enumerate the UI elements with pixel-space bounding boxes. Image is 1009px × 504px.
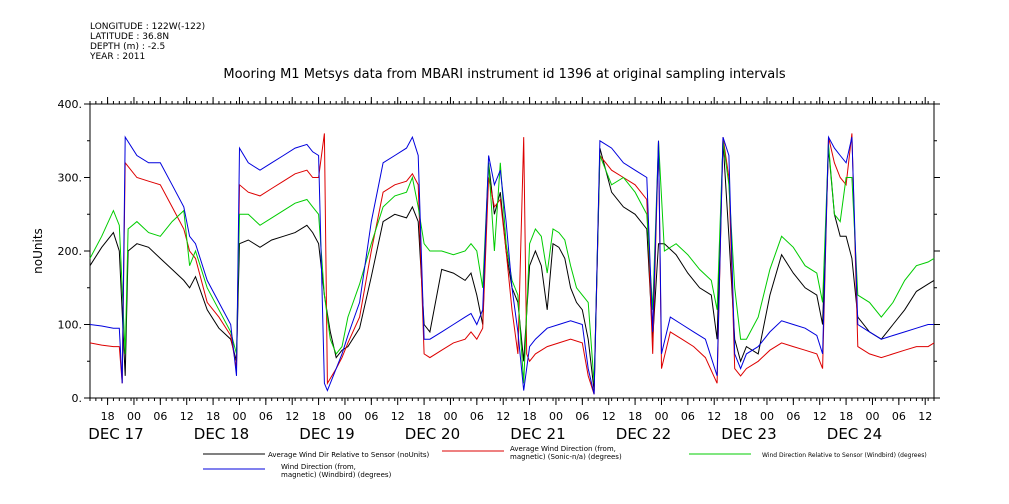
y-tick-label: 0. [72, 392, 83, 405]
y-tick-label: 400. [58, 98, 83, 111]
y-tick-label: 300. [58, 172, 83, 185]
x-tick-label: 06 [470, 410, 484, 423]
x-day-label: DEC 21 [510, 425, 565, 443]
legend-label: Wind Direction Relative to Sensor (Windb… [762, 452, 927, 459]
x-tick-label: 12 [391, 410, 405, 423]
y-tick-label: 100. [58, 319, 83, 332]
x-day-label: DEC 23 [721, 425, 776, 443]
meta-latitude: LATITUDE : 36.8N [90, 32, 170, 42]
meta-year: YEAR : 2011 [90, 52, 146, 62]
x-day-label: DEC 18 [194, 425, 249, 443]
series-line-4 [89, 135, 934, 395]
x-tick-label: 06 [364, 410, 378, 423]
x-tick-label: 06 [259, 410, 273, 423]
series-line-2 [89, 133, 935, 395]
x-tick-label: 18 [417, 410, 431, 423]
x-tick-label: 18 [206, 410, 220, 423]
x-tick-label: 18 [628, 410, 642, 423]
x-tick-label: 12 [496, 410, 510, 423]
x-tick-label: 00 [760, 410, 774, 423]
x-tick-label: 06 [681, 410, 695, 423]
x-tick-label: 06 [575, 410, 589, 423]
x-tick-label: 18 [101, 410, 115, 423]
x-day-label: DEC 24 [827, 425, 882, 443]
metadata-block: LONGITUDE : 122W(-122) LATITUDE : 36.8N … [90, 22, 205, 62]
x-tick-label: 12 [707, 410, 721, 423]
x-tick-label: 00 [338, 410, 352, 423]
x-tick-label: 12 [180, 410, 194, 423]
x-day-label: DEC 19 [299, 425, 354, 443]
x-tick-label: 06 [892, 410, 906, 423]
legend-label: Average Wind Direction (from, [510, 445, 616, 453]
series-line-1 [89, 140, 935, 391]
x-tick-label: 00 [127, 410, 141, 423]
series-line-3 [89, 140, 935, 384]
x-tick-label: 06 [153, 410, 167, 423]
x-day-label: DEC 20 [405, 425, 460, 443]
x-tick-label: 18 [839, 410, 853, 423]
chart-title: Mooring M1 Metsys data from MBARI instru… [223, 67, 786, 82]
x-day-label: DEC 22 [616, 425, 671, 443]
meta-longitude: LONGITUDE : 122W(-122) [90, 22, 206, 32]
minor-ticks [89, 101, 935, 401]
y-tick-label: 200. [58, 245, 83, 258]
x-tick-label: 06 [786, 410, 800, 423]
x-tick-label: 18 [734, 410, 748, 423]
x-tick-label: 00 [865, 410, 879, 423]
x-day-label: DEC 17 [88, 425, 143, 443]
x-tick-label: 00 [654, 410, 668, 423]
x-tick-label: 00 [443, 410, 457, 423]
legend-label: magnetic) (Sonic-n/a) (degrees) [510, 453, 622, 461]
x-tick-label: 18 [523, 410, 537, 423]
meta-depth: DEPTH (m) : -2.5 [90, 42, 166, 52]
legend-label: Average Wind Dir Relative to Sensor (noU… [268, 451, 429, 459]
x-tick-label: 12 [918, 410, 932, 423]
legend-label: magnetic) (Windbird) (degrees) [281, 471, 392, 479]
x-tick-label: 00 [549, 410, 563, 423]
y-axis-label: noUnits [31, 228, 45, 274]
x-tick-label: 00 [232, 410, 246, 423]
x-tick-label: 12 [813, 410, 827, 423]
legend-label: Wind Direction (from, [281, 463, 356, 471]
x-tick-label: 12 [602, 410, 616, 423]
x-tick-label: 18 [312, 410, 326, 423]
plot-frame [89, 103, 935, 399]
x-tick-label: 12 [285, 410, 299, 423]
